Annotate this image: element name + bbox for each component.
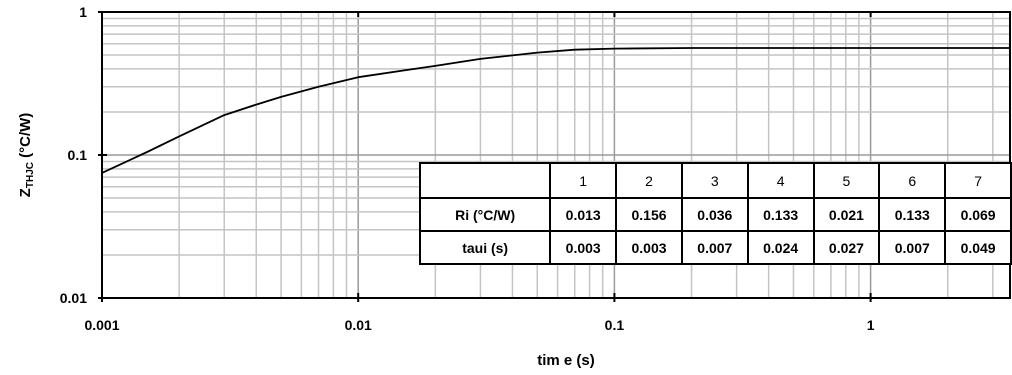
y-axis-label-main: Z [17, 188, 34, 197]
x-tick-label: 0.001 [84, 317, 119, 333]
y-tick-label: 1 [79, 4, 87, 20]
table-column-header: 7 [944, 162, 1012, 199]
y-axis-label-sub: THJC [25, 162, 36, 188]
table-column-header: 6 [878, 162, 947, 199]
table-cell: 0.003 [549, 230, 618, 265]
table-cell: 0.049 [944, 230, 1012, 265]
y-tick-labels: 0.01 0.1 1 [60, 4, 87, 306]
table-cell: 0.013 [549, 197, 618, 232]
x-tick-label: 0.1 [605, 317, 625, 333]
table-column-header: 3 [680, 162, 749, 199]
table-row-label: Ri (°C/W) [418, 197, 552, 232]
table-cell: 0.156 [615, 197, 683, 232]
y-tick-label: 0.01 [60, 290, 87, 306]
x-tick-label: 1 [867, 317, 875, 333]
table-cell: 0.069 [944, 197, 1012, 232]
series-group [101, 47, 1010, 174]
thermal-parameter-table: 1 2 3 4 5 6 7 Ri (°C/W) 0.013 0.156 0.03… [418, 162, 1012, 265]
table-cell: 0.036 [680, 197, 749, 232]
y-axis-label-unit: (°C/W) [17, 113, 34, 162]
table-cell: 0.007 [680, 230, 749, 265]
table-column-header: 5 [812, 162, 881, 199]
series-line [101, 47, 1010, 174]
table-row-label: taui (s) [418, 230, 552, 265]
y-axis-label: ZTHJC (°C/W) [17, 113, 36, 198]
table-cell: 0.027 [812, 230, 881, 265]
table-column-header: 4 [746, 162, 815, 199]
x-tick-labels: 0.001 0.01 0.1 1 [84, 317, 874, 333]
table-row-ri: Ri (°C/W) 0.013 0.156 0.036 0.133 0.021 … [418, 197, 1012, 232]
table-cell: 0.007 [878, 230, 947, 265]
tick-marks [98, 11, 872, 302]
table-cell: 0.133 [878, 197, 947, 232]
y-tick-label: 0.1 [68, 147, 88, 163]
table-cell: 0.024 [746, 230, 815, 265]
table-cell: 0.003 [615, 230, 683, 265]
table-cell: 0.021 [812, 197, 881, 232]
x-axis-label: tim e (s) [537, 352, 595, 369]
table-cell: 0.133 [746, 197, 815, 232]
table-row-taui: taui (s) 0.003 0.003 0.007 0.024 0.027 0… [418, 230, 1012, 265]
x-tick-label: 0.01 [345, 317, 372, 333]
table-column-header: 2 [615, 162, 683, 199]
table-column-header: 1 [549, 162, 618, 199]
table-header-row: 1 2 3 4 5 6 7 [418, 162, 1012, 199]
table-corner-cell [418, 162, 552, 199]
